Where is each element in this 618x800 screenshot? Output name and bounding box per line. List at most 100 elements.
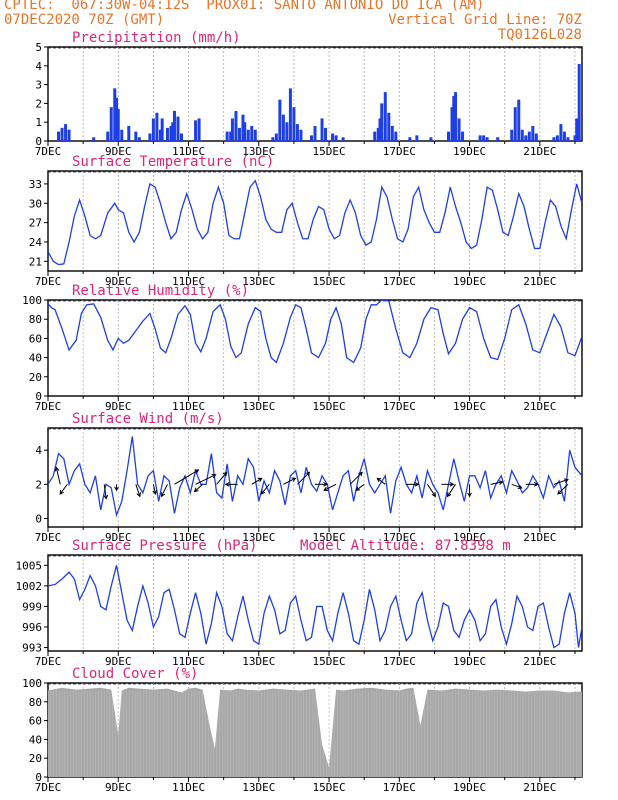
wind-vector <box>161 484 168 497</box>
wind-vector <box>511 483 522 489</box>
wind-vector <box>447 484 456 497</box>
y-tick-label: 20 <box>29 371 42 384</box>
precip-bar <box>115 97 119 141</box>
wind-vector-head <box>257 477 263 483</box>
precip-bar <box>285 122 289 141</box>
precip-bar <box>155 112 159 141</box>
x-tick-label: 15DEC <box>312 781 345 794</box>
precip-bar <box>378 118 382 141</box>
precip-bar <box>292 107 296 141</box>
wind-vector-head <box>563 478 569 483</box>
precip-bar <box>524 135 528 141</box>
x-tick-label: 17DEC <box>383 781 416 794</box>
wind-vector-head <box>224 481 230 487</box>
x-tick-label: 19DEC <box>453 400 486 413</box>
x-tick-label: 7DEC <box>35 655 62 668</box>
precip-bar <box>534 133 538 141</box>
temp-line <box>48 179 582 266</box>
precip-bar <box>109 107 113 141</box>
x-tick-label: 19DEC <box>453 655 486 668</box>
x-tick-label: 15DEC <box>312 400 345 413</box>
y-tick-label: 40 <box>29 352 42 365</box>
precip-bar <box>575 118 579 141</box>
x-tick-label: 17DEC <box>383 655 416 668</box>
precip-bar <box>461 131 465 141</box>
wind-vector <box>376 477 386 485</box>
y-tick-label: 24 <box>29 236 43 249</box>
precip-bar <box>373 131 377 141</box>
y-tick-label: 100 <box>22 294 42 307</box>
plot-frame <box>47 554 583 652</box>
x-tick-label: 21DEC <box>523 531 556 544</box>
precip-bar <box>517 99 521 141</box>
y-tick-label: 80 <box>29 696 42 709</box>
x-tick-label: 21DEC <box>523 275 556 288</box>
x-tick-label: 21DEC <box>523 400 556 413</box>
precip-bar <box>241 114 245 141</box>
precip-bar <box>194 120 198 141</box>
wind-vector-head <box>534 481 539 487</box>
precip-bar <box>134 131 138 141</box>
precip-bar <box>67 129 71 141</box>
precip-bar <box>454 92 458 141</box>
precip-bar <box>415 135 419 141</box>
precip-bar <box>478 135 482 141</box>
x-tick-label: 11DEC <box>172 275 205 288</box>
plot-frame <box>47 170 583 272</box>
precip-bar <box>485 137 489 141</box>
wind-vector <box>59 484 68 495</box>
x-tick-label: 15DEC <box>312 275 345 288</box>
wind-vector-head <box>152 489 158 495</box>
wind-vector <box>103 484 107 499</box>
precip-bar <box>496 137 500 141</box>
panel-precip: 7DEC 9DEC 11DEC 13DEC 15DEC 17DEC 19DEC 21DEC 0 1… <box>35 30 583 158</box>
y-tick-label: 1005 <box>16 559 43 572</box>
precip-bar <box>160 118 164 141</box>
precip-bar <box>520 129 524 141</box>
precip-bar <box>387 112 391 141</box>
precip-bar <box>394 131 398 141</box>
x-tick-label: 13DEC <box>242 531 275 544</box>
x-tick-label: 7DEC <box>35 400 62 413</box>
precip-bar <box>234 110 238 141</box>
x-tick-label: 17DEC <box>383 275 416 288</box>
y-tick-label: 3 <box>35 79 42 92</box>
precip-bar <box>324 127 328 141</box>
x-tick-label: 21DEC <box>523 781 556 794</box>
precip-bar <box>376 127 380 141</box>
chart-title: Cloud Cover (%) <box>72 666 198 682</box>
y-tick-label: 100 <box>22 677 42 690</box>
y-tick-label: 21 <box>29 255 42 268</box>
wind-vector-head <box>431 492 436 498</box>
wind-line <box>48 436 582 518</box>
precip-bar <box>380 103 384 141</box>
rh-line <box>48 300 582 364</box>
chart-title: Surface Wind (m/s) <box>72 411 224 427</box>
x-tick-label: 13DEC <box>242 781 275 794</box>
precip-bar <box>271 137 275 141</box>
y-tick-label: 1002 <box>16 580 43 593</box>
series-group <box>48 687 582 777</box>
precip-bar <box>225 131 229 141</box>
wind-vector <box>55 467 61 485</box>
precip-bar <box>230 118 234 141</box>
plot-frame <box>47 299 583 397</box>
precip-bar <box>165 127 169 141</box>
precip-bar <box>250 125 254 141</box>
precip-bar <box>274 133 278 141</box>
chart-title: Surface Temperature (nC) <box>72 154 274 170</box>
x-tick-label: 19DEC <box>453 145 486 158</box>
wind-vector-head <box>160 492 166 498</box>
header-model-id: TQ0126L028 <box>497 27 582 43</box>
x-tick-label: 7DEC <box>35 531 62 544</box>
precip-bar <box>447 131 450 141</box>
chart-title: Surface Pressure (hPa) <box>72 538 257 554</box>
wind-vector-head <box>103 494 109 500</box>
x-tick-label: 9DEC <box>105 145 132 158</box>
wind-vector-head <box>291 477 297 482</box>
x-tick-label: 17DEC <box>383 400 416 413</box>
y-tick-label: 0 <box>35 512 42 525</box>
y-tick-label: 60 <box>29 332 42 345</box>
y-tick-label: 5 <box>35 41 42 54</box>
